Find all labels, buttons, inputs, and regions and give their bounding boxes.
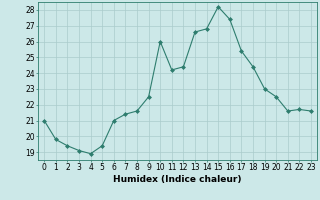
X-axis label: Humidex (Indice chaleur): Humidex (Indice chaleur) xyxy=(113,175,242,184)
